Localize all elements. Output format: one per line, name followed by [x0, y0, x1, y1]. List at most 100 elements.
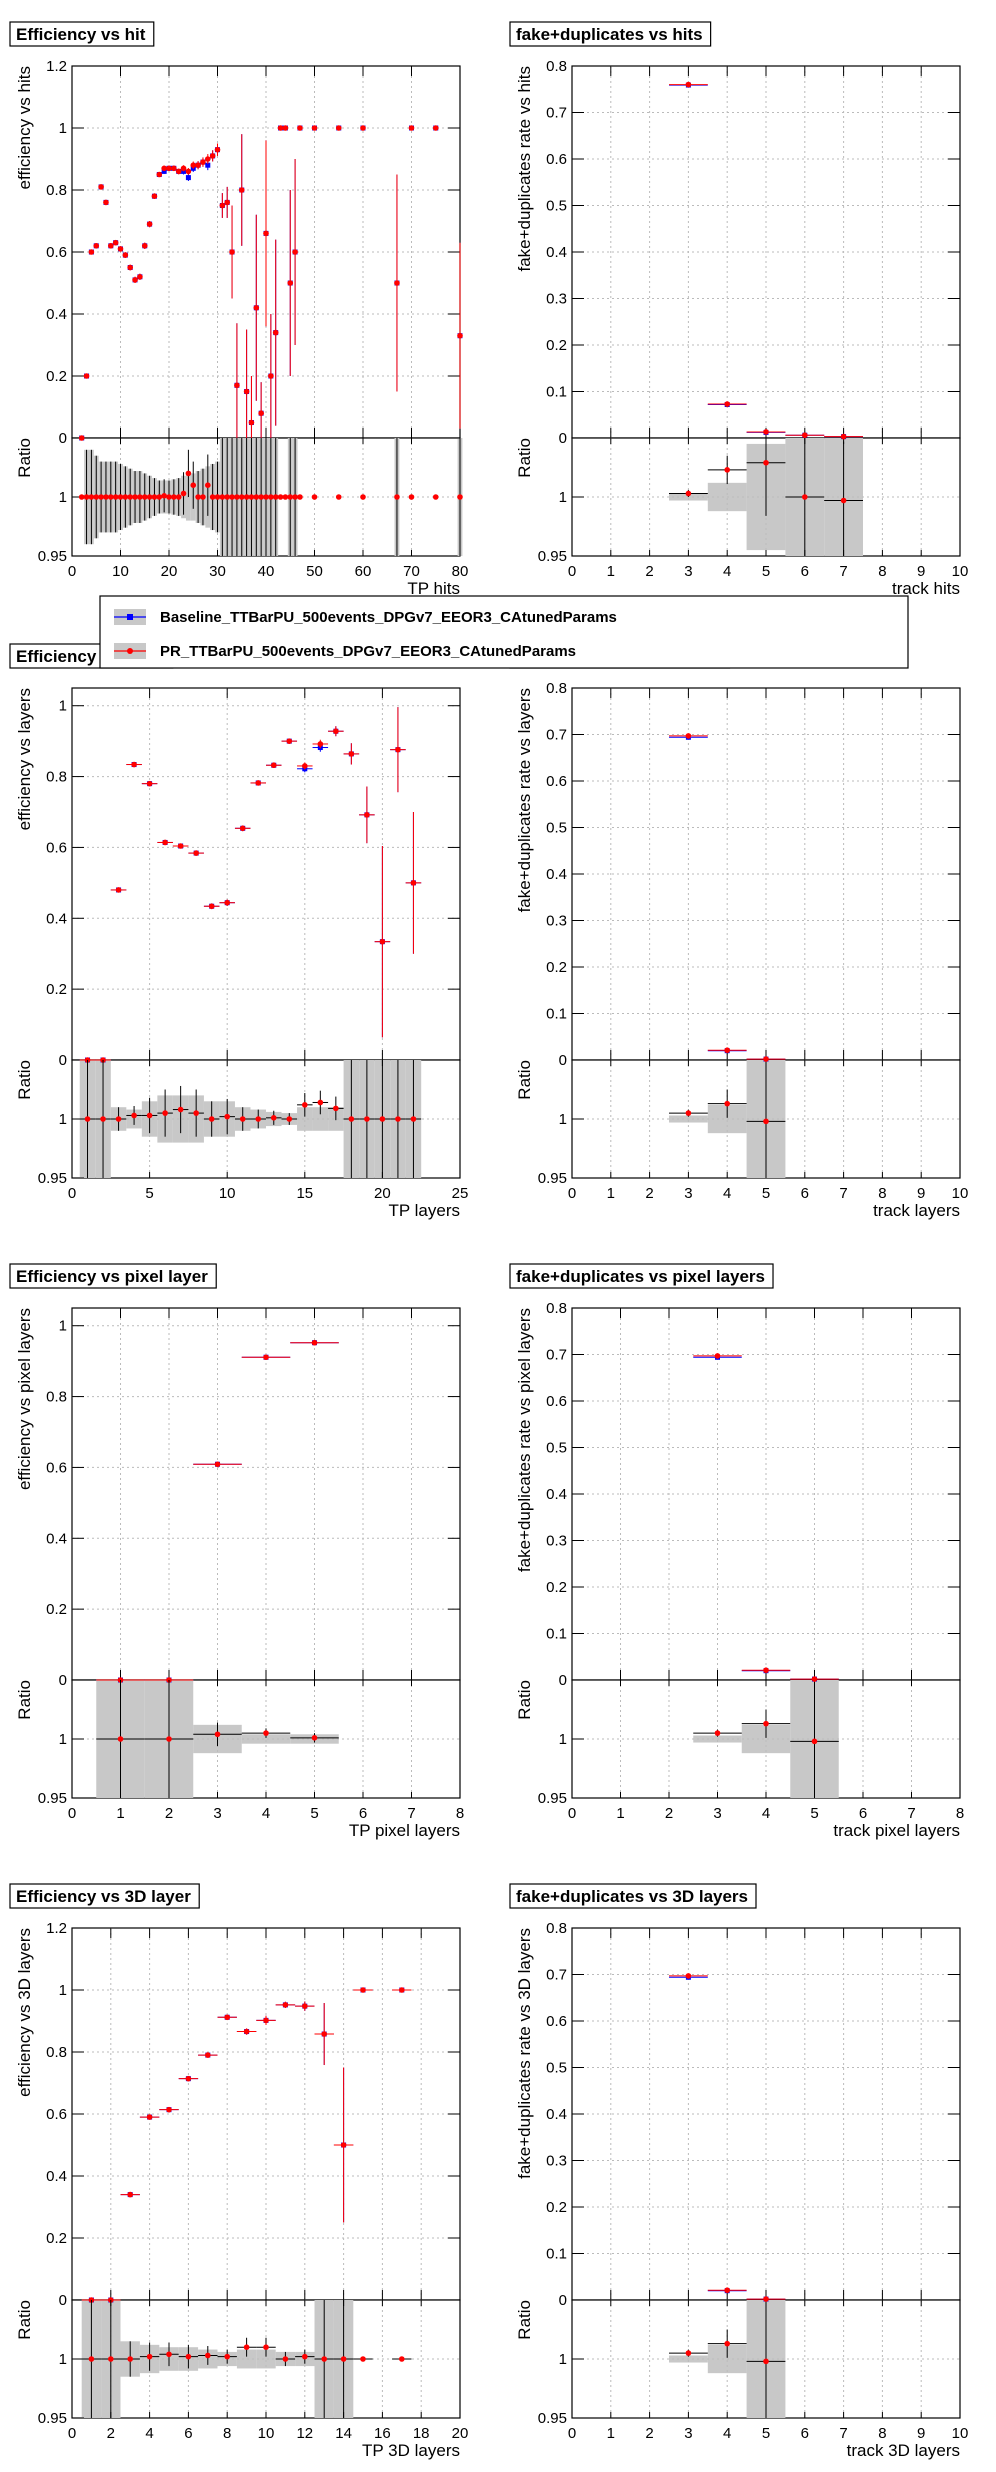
y-tick-label: 0.1 — [546, 1006, 567, 1023]
x-tick-label: 0 — [68, 1805, 76, 1822]
data-point — [685, 81, 692, 88]
data-point — [263, 2017, 269, 2024]
x-axis-label: track hits — [892, 579, 960, 598]
data-point — [146, 2114, 153, 2120]
data-point — [317, 741, 324, 747]
ratio-point — [763, 1720, 769, 1727]
data-point — [131, 761, 137, 768]
y-tick-label: 0.2 — [46, 368, 67, 385]
data-point — [229, 249, 235, 255]
data-point — [161, 168, 167, 174]
ratio-point — [248, 494, 255, 500]
ratio-y-tick-label: 1 — [559, 1731, 567, 1748]
y-axis-label: fake+duplicates rate vs pixel layers — [515, 1308, 534, 1572]
data-point — [112, 239, 119, 246]
y-tick-label: 0.6 — [546, 1393, 567, 1410]
x-axis-label: TP pixel layers — [349, 1821, 460, 1840]
y-tick-label: 1 — [59, 1982, 67, 1999]
ratio-point — [238, 494, 245, 500]
y-tick-label: 0.4 — [546, 2106, 567, 2123]
data-point — [161, 165, 167, 172]
ratio-point — [282, 494, 289, 500]
ratio-point — [410, 1116, 417, 1122]
panel-4: Efficiency vs pixel layer 0 1 2 3 4 5 6 7 8 0 0.2 0.… — [9, 1263, 464, 1840]
ratio-point — [127, 2356, 133, 2362]
data-point — [277, 125, 284, 131]
x-tick-label: 0 — [68, 1185, 76, 1202]
y-tick-label: 0.4 — [546, 866, 567, 883]
x-tick-label: 4 — [762, 1805, 770, 1822]
ratio-point — [802, 494, 808, 500]
ratio-point — [205, 482, 211, 489]
ratio-point — [146, 494, 153, 500]
x-tick-label: 3 — [213, 1805, 221, 1822]
data-point — [108, 243, 114, 249]
data-point — [234, 382, 240, 389]
data-point — [302, 2003, 308, 2009]
data-point — [724, 1047, 730, 1054]
ratio-point — [287, 494, 294, 500]
ratio-y-tick-label: 0.95 — [38, 548, 67, 565]
ratio-point — [321, 2356, 328, 2362]
ratio-point — [224, 494, 230, 500]
data-point — [302, 763, 308, 769]
data-point — [685, 733, 692, 739]
ratio-point — [117, 1736, 124, 1742]
y-axis-label: efficiency vs hits — [15, 66, 34, 189]
ratio-point — [88, 494, 95, 500]
x-tick-label: 6 — [801, 1185, 809, 1202]
y-tick-label: 0.2 — [546, 2199, 567, 2216]
x-tick-label: 0 — [568, 2425, 576, 2442]
ratio-point — [151, 494, 158, 500]
y-tick-label: 0.5 — [546, 820, 567, 837]
y-tick-label: 0.8 — [46, 1389, 67, 1406]
ratio-point — [263, 494, 269, 500]
data-point — [287, 280, 294, 286]
ratio-point — [161, 493, 167, 499]
ratio-y-axis-label: Ratio — [15, 438, 34, 478]
y-tick-label: 0.1 — [546, 384, 567, 401]
ratio-point — [127, 494, 133, 500]
y-tick-label: 0.3 — [546, 1533, 567, 1550]
data-point — [115, 887, 122, 893]
series-1 — [693, 1353, 839, 1682]
ratio-point — [714, 1730, 721, 1736]
ratio-point — [177, 1106, 184, 1113]
ratio-point — [166, 1736, 172, 1742]
chart-title: Efficiency vs 3D layer — [16, 1887, 191, 1906]
y-tick-label: 0.1 — [546, 1626, 567, 1643]
x-tick-label: 30 — [209, 563, 226, 580]
ratio-series — [693, 1682, 839, 1798]
data-point — [141, 243, 148, 249]
data-point — [282, 2002, 289, 2008]
panel-5: fake+duplicates vs pixel layers 0 1 2 3 4 5 6 7 8… — [509, 1263, 964, 1840]
x-tick-label: 7 — [839, 563, 847, 580]
x-tick-label: 18 — [413, 2425, 430, 2442]
data-point — [724, 401, 730, 407]
legend: Baseline_TTBarPU_500events_DPGv7_EEOR3_C… — [99, 595, 909, 669]
data-point — [763, 1667, 769, 1674]
data-point — [166, 2106, 172, 2113]
ratio-point — [108, 2356, 114, 2362]
y-tick-label: 0.8 — [546, 58, 567, 75]
ratio-point — [311, 494, 318, 500]
ratio-y-tick-label: 1 — [59, 1111, 67, 1128]
x-tick-label: 10 — [219, 1185, 236, 1202]
title-box — [9, 1883, 200, 1909]
chart-title: Efficiency vs hit — [16, 25, 146, 44]
x-tick-label: 2 — [645, 1185, 653, 1202]
x-tick-label: 9 — [917, 2425, 925, 2442]
panel-0: Efficiency vs hit 0 10 20 30 40 50 60 70 80 0 0.2 0.… — [9, 21, 468, 598]
x-tick-label: 60 — [355, 563, 372, 580]
x-tick-label: 0 — [68, 563, 76, 580]
x-tick-label: 0 — [68, 2425, 76, 2442]
ratio-y-tick-label: 1 — [559, 1111, 567, 1128]
ratio-point — [180, 490, 187, 497]
ratio-point — [272, 494, 279, 500]
x-tick-label: 5 — [762, 1185, 770, 1202]
ratio-point — [840, 497, 847, 504]
y-tick-label: 0 — [559, 430, 567, 447]
ratio-y-axis-label: Ratio — [15, 1680, 34, 1720]
